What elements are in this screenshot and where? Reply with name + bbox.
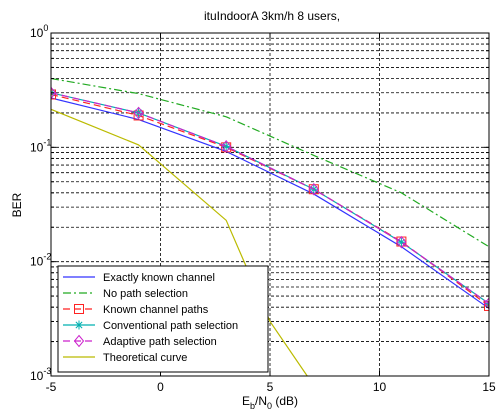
series-4	[51, 86, 489, 310]
marker-diamond	[396, 235, 407, 249]
x-axis-label: Eb/N0 (dB)	[242, 394, 298, 411]
series-line	[51, 97, 489, 309]
x-tick-label: -5	[46, 380, 57, 394]
series-0	[51, 97, 489, 309]
y-axis-label: BER	[10, 192, 24, 217]
marker-diamond	[73, 334, 85, 348]
series-layer	[51, 77, 489, 376]
marker-square	[51, 89, 56, 100]
x-tick-label: 0	[157, 380, 164, 394]
legend-label: Known channel paths	[103, 304, 209, 316]
y-tick-label: 10-2	[30, 252, 51, 269]
series-line	[51, 108, 308, 376]
legend-label: Theoretical curve	[103, 352, 187, 364]
marker-star	[396, 237, 406, 247]
marker-diamond	[483, 297, 489, 310]
x-tick-label: 10	[373, 380, 387, 394]
legend-label: No path selection	[103, 288, 188, 300]
marker-diamond	[133, 106, 144, 120]
series-line	[51, 92, 489, 305]
series-line	[51, 77, 489, 248]
x-tick-label: 15	[482, 380, 496, 394]
series-5	[51, 108, 308, 376]
marker-diamond	[308, 182, 319, 196]
legend-label: Exactly known channel	[103, 272, 215, 284]
chart-title: ituIndoorA 3km/h 8 users,	[204, 9, 340, 23]
series-1	[51, 77, 489, 248]
legend-label: Adaptive path selection	[103, 336, 217, 348]
marker-square	[74, 304, 84, 314]
axis-ticks: -5 0 5 10 15 100 10-1 10-2 10-3	[30, 23, 496, 394]
marker-star	[221, 141, 231, 151]
y-tick-label: 10-1	[30, 137, 51, 154]
x-tick-label: 5	[267, 380, 274, 394]
marker-diamond	[51, 86, 57, 100]
legend-label: Conventional path selection	[103, 320, 238, 332]
marker-diamond	[221, 140, 232, 153]
marker-square	[484, 300, 489, 311]
marker-star	[74, 320, 84, 330]
y-tick-label: 10-3	[30, 366, 51, 383]
legend-box	[57, 265, 269, 373]
grid-lines	[51, 33, 489, 376]
legend: Exactly known channel No path selection Kn…	[57, 265, 269, 373]
y-tick-label: 100	[30, 23, 48, 40]
